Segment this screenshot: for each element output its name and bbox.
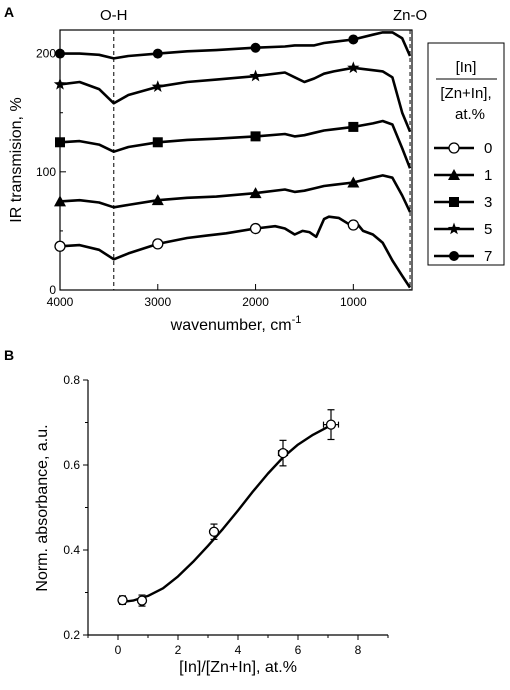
panel-b-x-tick-label-2: 4	[235, 643, 242, 657]
panel-b-x-axis-title: [In]/[Zn+In], at.%	[179, 659, 297, 676]
data-point-0	[117, 595, 128, 606]
panel-a-x-tick-label-1: 3000	[144, 295, 171, 309]
panel-a-x-tick-label-0: 4000	[47, 295, 74, 309]
oh-annotation: O-H	[100, 7, 128, 24]
panel-a-x-axis-label: wavenumber, cm	[170, 317, 292, 334]
series-marker-5-0	[53, 77, 67, 90]
panel-a-x-tick-label-3: 1000	[340, 295, 367, 309]
series-line-5	[59, 66, 412, 133]
legend-marker-1	[448, 169, 460, 180]
legend-title-numerator: [In]	[456, 59, 477, 76]
legend-frame	[427, 42, 505, 266]
panel-a-ticks: 4000 3000 2000 1000 0 100 200	[36, 47, 367, 309]
series-line-7	[60, 31, 412, 60]
series-marker-0-0	[54, 240, 66, 252]
legend-label-0: 0	[484, 140, 492, 157]
legend: [In] [Zn+In], at.% 0 1 3 5 7	[427, 42, 505, 266]
zno-annotation: Zn-O	[393, 7, 427, 24]
panel-a-y-tick-label-0: 0	[49, 283, 56, 297]
panel-b-x-tick-label-3: 6	[295, 643, 302, 657]
panel-a-reference-lines	[113, 30, 411, 290]
series-marker-0-3	[347, 219, 359, 231]
series-marker-5-1	[151, 80, 164, 92]
series-marker-0-1	[152, 238, 164, 250]
series-marker-7-1	[152, 48, 163, 59]
panel-b-y-tick-label-3: 0.8	[63, 373, 80, 387]
data-point-1	[136, 595, 148, 606]
legend-marker-5	[447, 222, 461, 235]
series-marker-7-0	[55, 48, 65, 59]
series-marker-1-2	[249, 187, 262, 199]
series-marker-5-2	[249, 69, 262, 82]
panel-a-y-tick-label-2: 200	[36, 47, 56, 61]
legend-marker-7	[449, 251, 459, 261]
panel-b-fit-curve	[117, 424, 332, 604]
data-point-2	[208, 526, 220, 537]
series-line-0	[59, 215, 412, 289]
series-marker-3-3	[348, 121, 359, 132]
panel-b-x-tick-label-1: 2	[175, 643, 182, 657]
panel-a-x-tick-label-2: 2000	[242, 295, 269, 309]
panel-b-x-tick-label-0: 0	[115, 643, 122, 657]
series-marker-0-2	[249, 222, 262, 235]
panel-a-plot: 4000 3000 2000 1000 0 100 200 O-H Zn-O wavenum…	[8, 7, 427, 334]
panel-b-label: B	[4, 347, 14, 363]
legend-marker-3	[449, 197, 459, 207]
panel-a-y-tick-label-1: 100	[36, 165, 56, 179]
data-point-3	[277, 447, 289, 459]
series-marker-1-3	[347, 176, 360, 188]
legend-title-unit: at.%	[455, 106, 485, 123]
series-marker-3-1	[152, 137, 163, 148]
panel-b-points	[117, 409, 340, 607]
panel-a-series	[53, 31, 412, 289]
series-marker-7-3	[348, 34, 359, 45]
panel-a-y-axis-title: IR transmision, %	[8, 97, 25, 222]
panel-a-label: A	[4, 4, 14, 20]
panel-b-y-tick-label-1: 0.4	[63, 543, 80, 557]
panel-b-y-axis-title: Norm. absorbance, a.u.	[34, 424, 51, 591]
panel-b-y-tick-label-2: 0.6	[63, 458, 80, 472]
series-marker-1-0	[54, 195, 66, 207]
panel-a-x-axis-title: wavenumber, cm-1	[170, 314, 302, 334]
legend-label-3: 3	[484, 194, 492, 211]
legend-entries: 0 1 3 5 7	[434, 140, 492, 265]
panel-b-x-tick-label-4: 8	[355, 643, 362, 657]
series-marker-5-3	[347, 61, 360, 74]
legend-label-7: 7	[484, 248, 492, 265]
series-line-3	[59, 119, 412, 169]
data-point-4	[325, 419, 337, 430]
panel-b-y-tick-label-0: 0.2	[63, 628, 80, 642]
series-line-1	[59, 174, 412, 213]
series-marker-1-1	[151, 194, 164, 206]
legend-title-denominator: [Zn+In],	[440, 85, 491, 102]
panel-a-x-axis-superscript: -1	[292, 314, 302, 326]
panel-b-plot: 0 2 4 6 8 0.2 0.4 0.6 0.8 [In]/[Zn+In], at.% Nor…	[34, 373, 389, 676]
fit-curve-line	[117, 424, 332, 604]
panel-a-plot-frame	[59, 29, 413, 291]
panel-b-ticks: 0 2 4 6 8 0.2 0.4 0.6 0.8	[63, 373, 389, 657]
series-marker-3-0	[55, 137, 65, 148]
legend-label-1: 1	[484, 167, 492, 184]
series-marker-3-2	[250, 131, 261, 142]
legend-marker-0	[448, 142, 460, 154]
legend-label-5: 5	[484, 221, 492, 238]
series-marker-7-2	[250, 42, 261, 53]
